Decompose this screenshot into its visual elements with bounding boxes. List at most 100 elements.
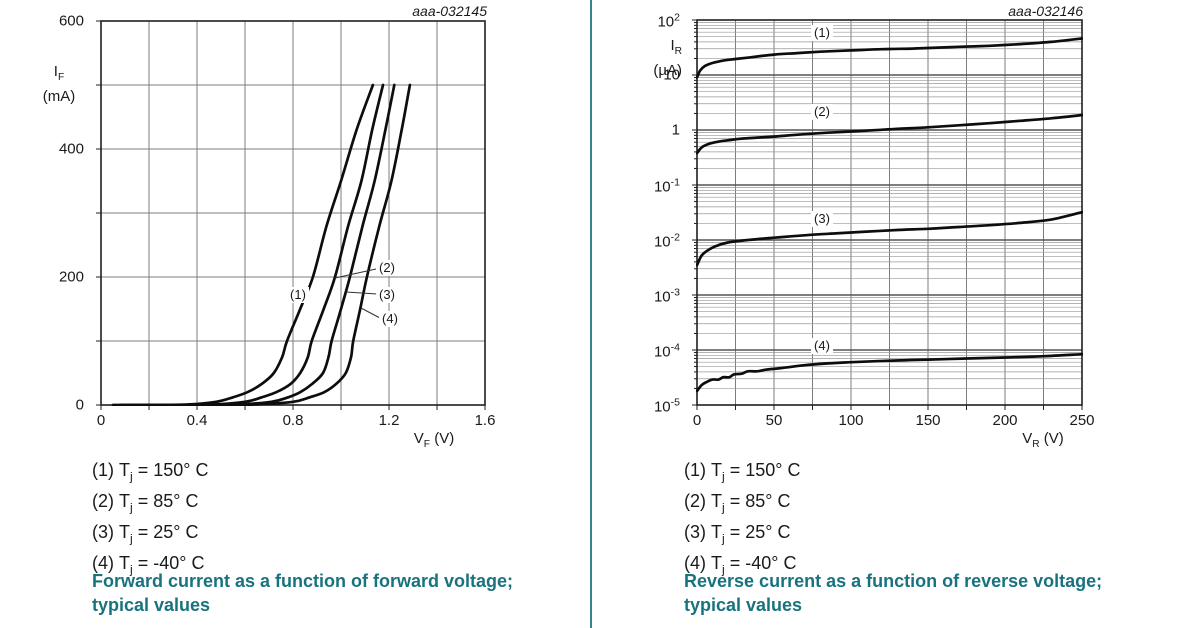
gridlines xyxy=(697,20,1082,405)
y-tick-label: 600 xyxy=(58,12,84,30)
legend-item: (3) Tj = 25° C xyxy=(92,520,208,551)
legend-item-subscript: j xyxy=(722,500,725,515)
legend-item-value: = 85° C xyxy=(132,491,199,512)
x-tick-label: 100 xyxy=(838,412,864,429)
curve-label-1: (1) xyxy=(811,25,833,41)
legend-item-value: = -40° C xyxy=(724,553,797,574)
leader-lines xyxy=(334,268,381,319)
y-tick-label: 102 xyxy=(657,11,680,31)
curve-label-leader xyxy=(345,291,378,295)
y-axis-unit: (µA) xyxy=(653,62,682,79)
legend-reverse: (1) Tj = 150° C (2) Tj = 85° C (3) Tj = 25° C… xyxy=(684,458,800,582)
y-tick-label: 10-1 xyxy=(653,176,680,196)
y-tick-label: 0 xyxy=(75,396,84,414)
y-tick-label: 10-4 xyxy=(653,341,680,361)
legend-item-value: = 25° C xyxy=(132,522,199,543)
curves xyxy=(696,37,1083,393)
legend-item-number: (3) xyxy=(684,522,706,543)
legend-item-subscript: j xyxy=(130,531,133,546)
x-axis-unit: (V) xyxy=(1039,430,1064,447)
y-tick-label: 10-5 xyxy=(653,396,680,416)
x-tick-label: 200 xyxy=(992,412,1018,429)
curves xyxy=(111,83,412,406)
legend-item: (2) Tj = 85° C xyxy=(684,489,800,520)
y-tick-label: 400 xyxy=(58,140,84,158)
y-tick-label: 200 xyxy=(58,268,84,286)
curve-label-2: (2) xyxy=(811,104,833,120)
caption-forward: Forward current as a function of forward… xyxy=(92,571,514,615)
curve-label-leader xyxy=(334,268,377,279)
legend-item-value: = 25° C xyxy=(724,522,791,543)
curve-series-4 xyxy=(138,83,412,406)
chart-canvas xyxy=(692,19,1083,410)
x-axis-unit: (V) xyxy=(430,430,455,447)
x-axis-symbol: V xyxy=(1022,430,1033,447)
legend-item-value: = 85° C xyxy=(724,491,791,512)
tick-marks xyxy=(692,19,1083,410)
y-axis-subscript: F xyxy=(57,72,65,83)
legend-item-subscript: j xyxy=(722,562,725,577)
x-axis-subscript: R xyxy=(1032,439,1040,450)
legend-forward: (1) Tj = 150° C (2) Tj = 85° C (3) Tj = 25° C… xyxy=(92,458,208,582)
forward-current-plot: (1) (2) (3) (4) 0 0.4 0.8 1.2 1.6 600 400 200 0 xyxy=(59,14,495,429)
legend-item-symbol: T xyxy=(711,522,722,543)
y-axis-subscript: R xyxy=(674,46,682,57)
x-tick-label: 50 xyxy=(765,412,783,429)
x-tick-label: 150 xyxy=(915,412,941,429)
column-divider xyxy=(590,0,592,628)
legend-item-subscript: j xyxy=(130,469,133,484)
curve-label-3: (3) xyxy=(376,287,398,303)
legend-item-symbol: T xyxy=(119,491,130,512)
y-axis-title-forward: IF (mA) xyxy=(30,62,88,106)
chart-canvas xyxy=(96,20,486,410)
legend-item-symbol: T xyxy=(711,553,722,574)
gridlines xyxy=(101,21,485,405)
reverse-current-plot: (1) (2) (3) (4) 0 50 100 150 200 250 102 10 1 10-1 10-… xyxy=(654,12,1095,429)
curve-label-3: (3) xyxy=(811,211,833,227)
x-tick-label: 0 xyxy=(96,412,106,429)
legend-item-number: (4) xyxy=(684,553,706,574)
x-axis-title-reverse: VR (V) xyxy=(998,430,1088,454)
x-axis-title-forward: VF (V) xyxy=(389,430,479,454)
legend-item-number: (1) xyxy=(92,460,114,480)
legend-item: (1) Tj = 150° C xyxy=(684,458,800,489)
x-tick-label: 1.6 xyxy=(474,412,496,429)
x-tick-label: 0.4 xyxy=(186,412,208,429)
legend-item: (3) Tj = 25° C xyxy=(684,520,800,551)
x-axis-symbol: V xyxy=(413,430,424,447)
curve-label-4: (4) xyxy=(379,311,401,327)
caption-reverse: Reverse current as a function of reverse… xyxy=(684,571,1103,615)
legend-item: (1) Tj = 150° C xyxy=(92,458,208,489)
legend-item: (4) Tj = -40° C xyxy=(92,551,208,582)
curve-label-4: (4) xyxy=(811,338,833,354)
legend-item-number: (3) xyxy=(92,522,114,543)
curve-label-1: (1) xyxy=(287,287,309,303)
curve-series-4 xyxy=(696,352,1083,393)
legend-item-symbol: T xyxy=(119,553,130,574)
legend-item-symbol: T xyxy=(711,460,722,480)
curve-series-3 xyxy=(696,210,1083,267)
y-tick-label: 10 xyxy=(663,66,680,84)
curve-label-leader xyxy=(360,307,381,319)
x-axis-subscript: F xyxy=(423,439,431,450)
curve-series-1 xyxy=(696,37,1083,79)
y-axis-title-reverse: IR (µA) xyxy=(624,36,682,80)
tick-marks xyxy=(96,20,486,410)
curve-series-2 xyxy=(696,113,1083,155)
legend-item-subscript: j xyxy=(722,531,725,546)
y-axis-symbol: I xyxy=(53,63,58,80)
legend-item: (4) Tj = -40° C xyxy=(684,551,800,582)
curve-series-1 xyxy=(111,83,375,406)
legend-item-number: (2) xyxy=(684,491,706,512)
legend-item-subscript: j xyxy=(722,469,725,484)
figure-id-left: aaa-032145 xyxy=(412,3,487,19)
legend-item-subscript: j xyxy=(130,562,133,577)
y-tick-label: 10-2 xyxy=(653,231,680,251)
x-tick-label: 1.2 xyxy=(378,412,400,429)
curve-label-2: (2) xyxy=(376,260,398,276)
legend-item-subscript: j xyxy=(130,500,133,515)
x-tick-label: 250 xyxy=(1069,412,1095,429)
legend-item-value: = -40° C xyxy=(132,553,205,574)
y-axis-symbol: I xyxy=(670,37,675,54)
